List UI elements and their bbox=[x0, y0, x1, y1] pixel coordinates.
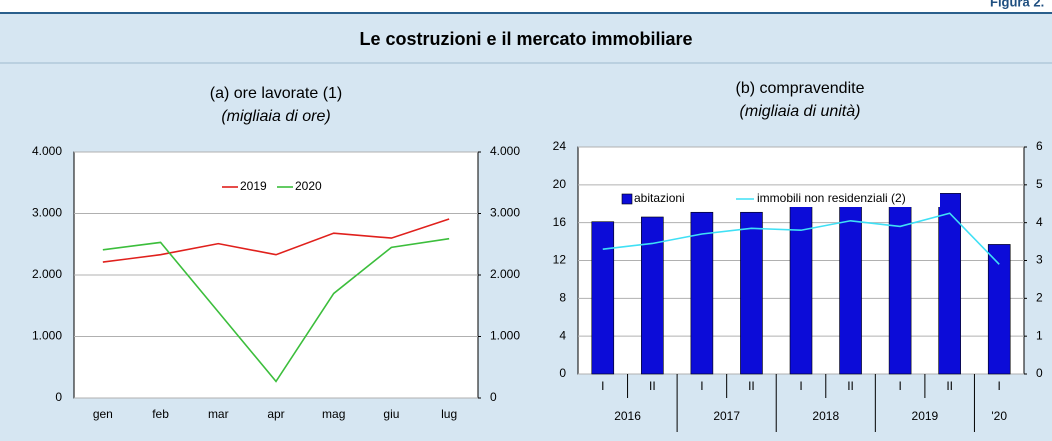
x-tick-label: II bbox=[748, 379, 755, 393]
x-tick-label: lug bbox=[441, 407, 457, 421]
group-label: '20 bbox=[991, 409, 1007, 423]
x-tick-label: I bbox=[601, 379, 604, 393]
y2-tick-label: 6 bbox=[1036, 139, 1043, 153]
y-tick-label: 4.000 bbox=[32, 144, 62, 158]
x-tick-label: I bbox=[998, 379, 1001, 393]
figure-label: Figura 2. bbox=[990, 0, 1044, 9]
legend-swatch bbox=[621, 193, 633, 205]
bar bbox=[690, 211, 714, 375]
y2-tick-label: 1 bbox=[1036, 328, 1043, 342]
figure-title: Le costruzioni e il mercato immobiliare bbox=[359, 29, 692, 49]
x-tick-label: I bbox=[700, 379, 703, 393]
legend-label: immobili non residenziali (2) bbox=[757, 191, 906, 205]
legend-box bbox=[618, 190, 940, 207]
legend-label: 2020 bbox=[295, 179, 322, 193]
x-tick-label: I bbox=[799, 379, 802, 393]
group-label: 2016 bbox=[614, 409, 641, 423]
y-tick-label: 0 bbox=[559, 366, 566, 380]
y2-tick-label: 5 bbox=[1036, 177, 1043, 191]
bar bbox=[938, 193, 961, 375]
y-tick-label: 12 bbox=[553, 253, 567, 267]
x-tick-label: II bbox=[946, 379, 953, 393]
x-tick-label: giu bbox=[383, 407, 399, 421]
y2-tick-label: 0 bbox=[1036, 366, 1043, 380]
bar bbox=[740, 211, 763, 375]
y-tick-label: 2.000 bbox=[32, 267, 62, 281]
y2-tick-label: 2.000 bbox=[490, 267, 520, 281]
y2-tick-label: 3 bbox=[1036, 253, 1043, 267]
y2-tick-label: 3.000 bbox=[490, 206, 520, 220]
y-tick-label: 16 bbox=[553, 215, 567, 229]
y-tick-label: 8 bbox=[559, 291, 566, 305]
bar bbox=[987, 244, 1011, 375]
y2-tick-label: 2 bbox=[1036, 291, 1043, 305]
chart-title: (a) ore lavorate (1) bbox=[210, 85, 343, 102]
chart-title: (b) compravendite bbox=[736, 80, 865, 97]
x-tick-label: mar bbox=[208, 407, 229, 421]
x-tick-label: II bbox=[847, 379, 854, 393]
chart-subtitle: (migliaia di unità) bbox=[740, 103, 861, 120]
x-tick-label: I bbox=[898, 379, 901, 393]
y2-tick-label: 4.000 bbox=[490, 144, 520, 158]
group-label: 2019 bbox=[912, 409, 939, 423]
y2-tick-label: 1.000 bbox=[490, 329, 520, 343]
series-line bbox=[102, 237, 450, 383]
x-tick-label: gen bbox=[93, 407, 113, 421]
legend-label: abitazioni bbox=[634, 191, 685, 205]
y-tick-label: 24 bbox=[553, 139, 567, 153]
legend-label: 2019 bbox=[240, 179, 267, 193]
y-tick-label: 3.000 bbox=[32, 206, 62, 220]
series-line bbox=[602, 212, 1000, 265]
y-tick-label: 0 bbox=[55, 390, 62, 404]
y-tick-label: 4 bbox=[559, 328, 566, 342]
bar bbox=[591, 221, 615, 375]
series-line bbox=[102, 218, 450, 263]
y2-tick-label: 0 bbox=[490, 390, 497, 404]
x-tick-label: apr bbox=[267, 407, 284, 421]
bar bbox=[641, 216, 664, 375]
x-tick-label: II bbox=[649, 379, 656, 393]
y2-tick-label: 4 bbox=[1036, 215, 1043, 229]
x-tick-label: mag bbox=[322, 407, 345, 421]
group-label: 2017 bbox=[713, 409, 740, 423]
chart-subtitle: (migliaia di ore) bbox=[221, 108, 330, 125]
group-label: 2018 bbox=[812, 409, 839, 423]
y-tick-label: 20 bbox=[553, 177, 567, 191]
x-tick-label: feb bbox=[152, 407, 169, 421]
y-tick-label: 1.000 bbox=[32, 329, 62, 343]
